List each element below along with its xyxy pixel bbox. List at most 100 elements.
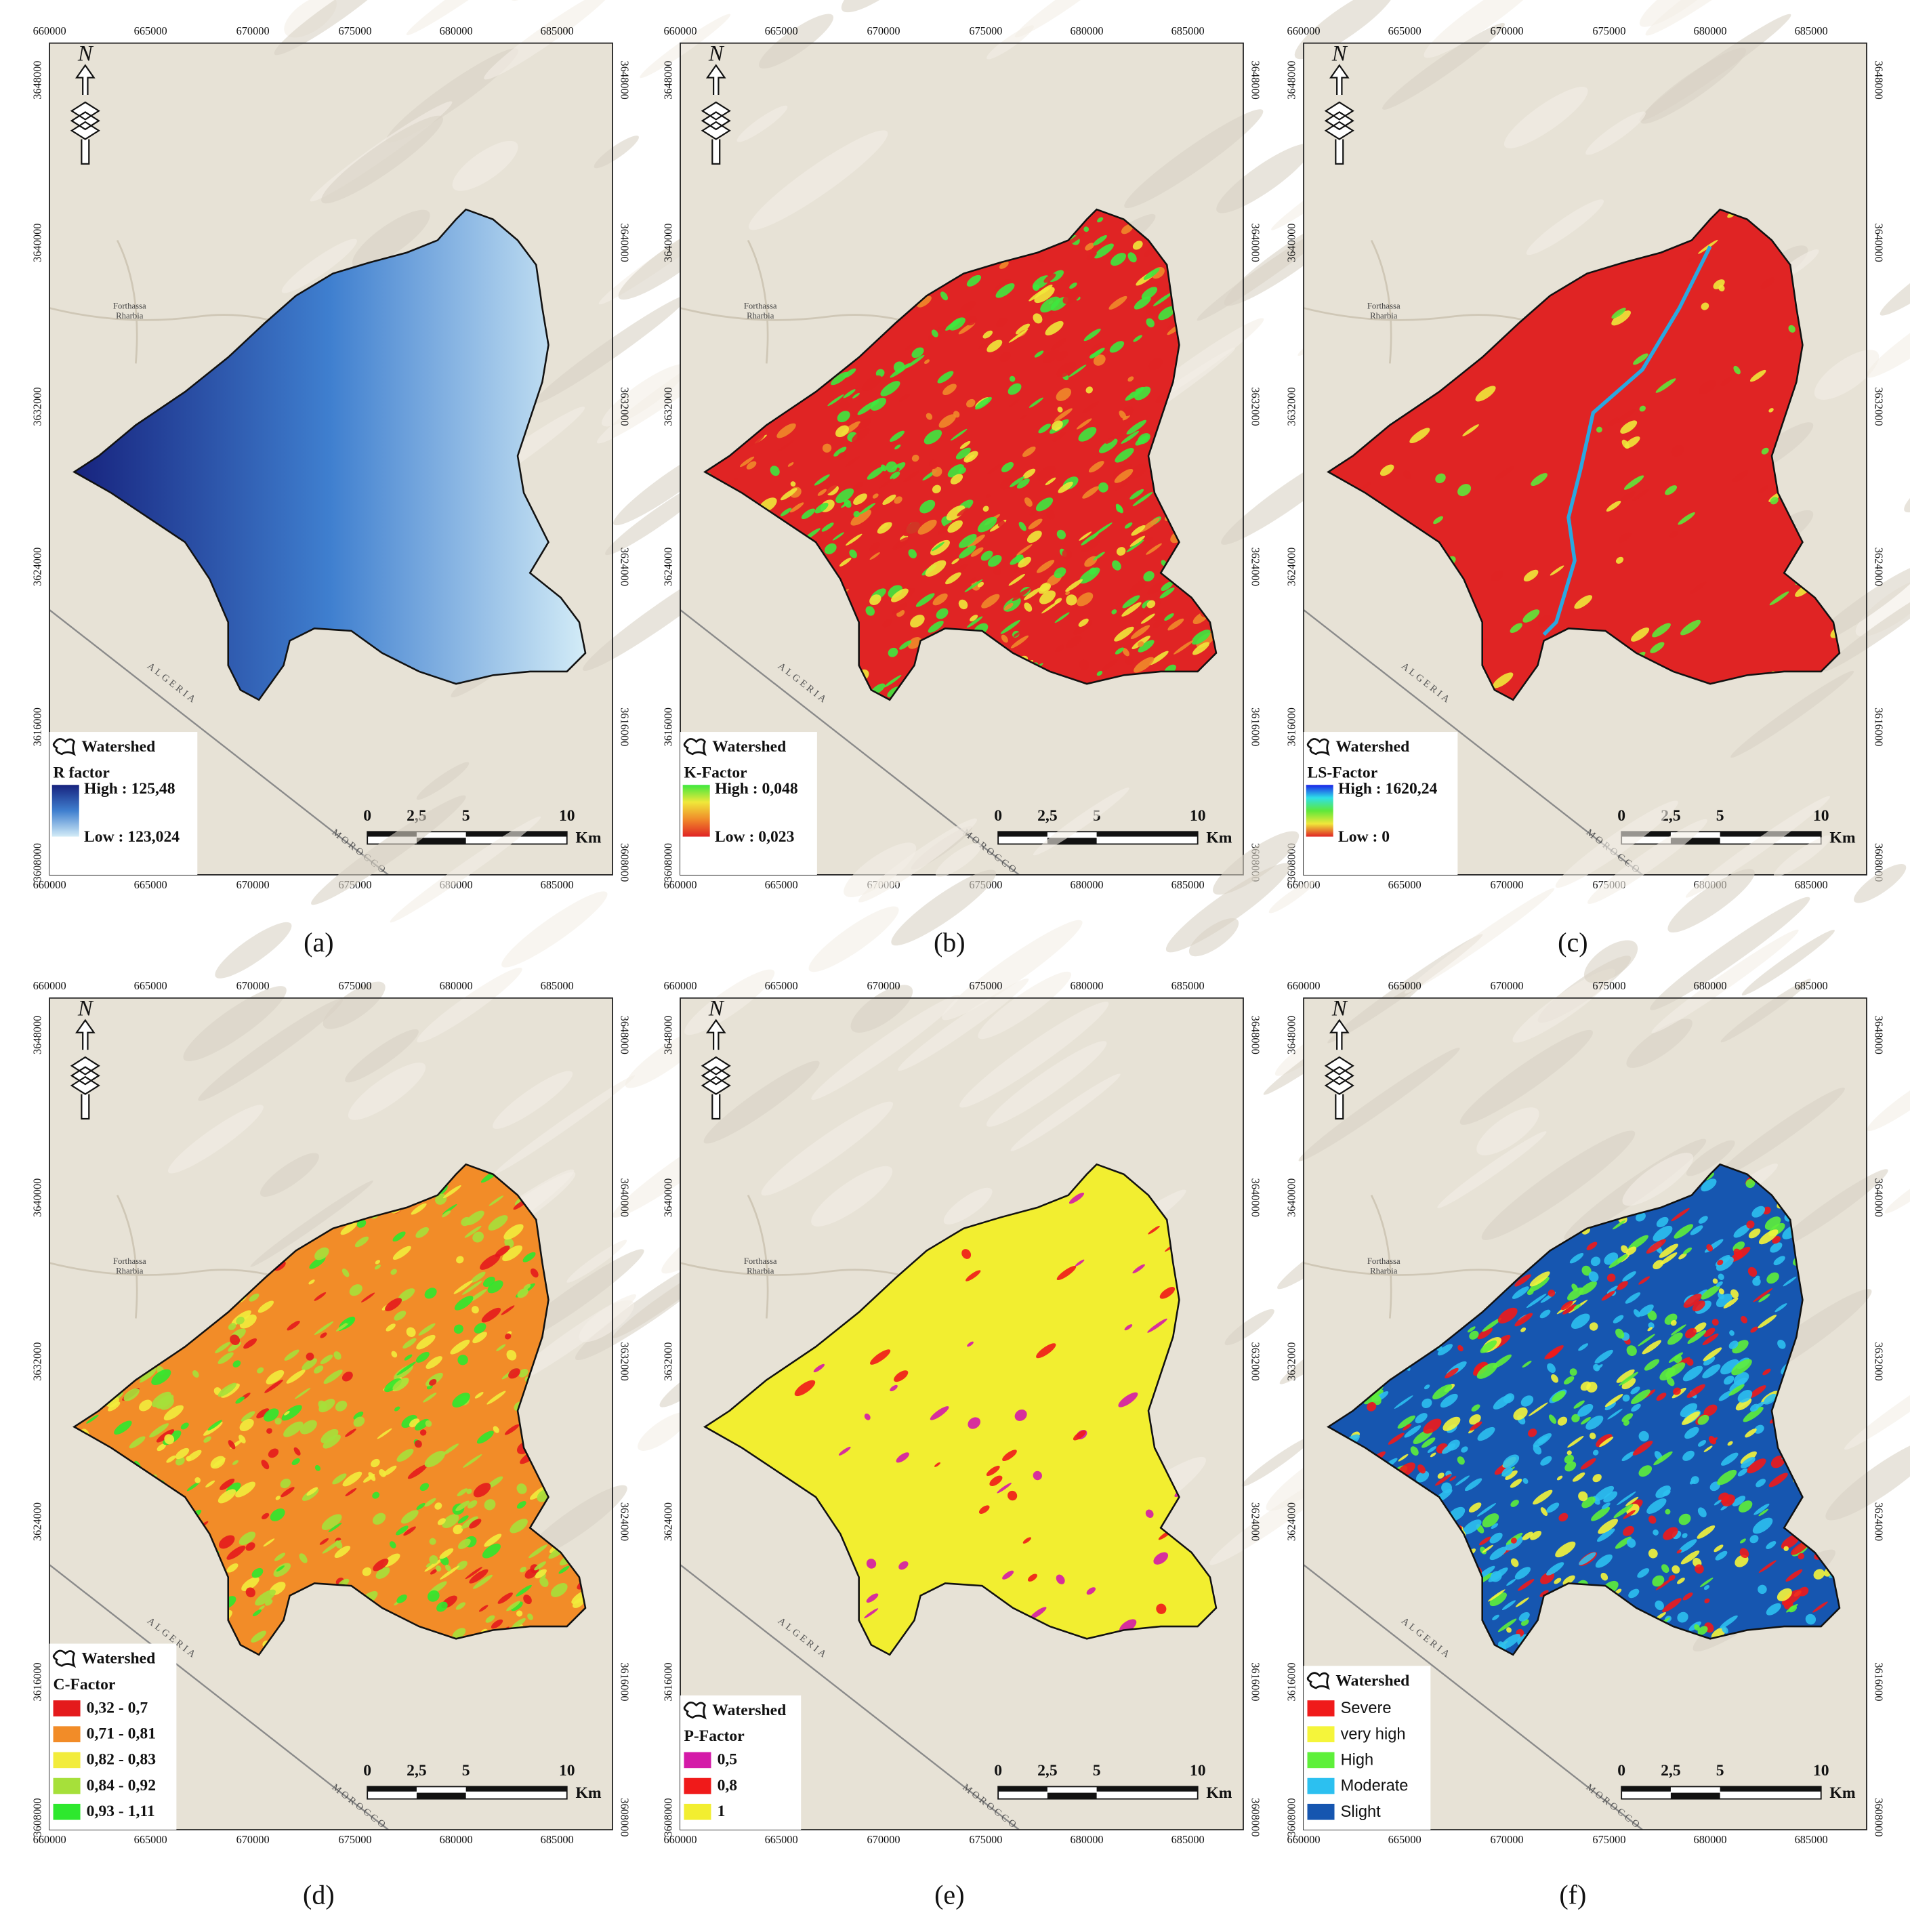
class-patch xyxy=(1024,497,1033,507)
class-patch xyxy=(1636,1212,1646,1222)
y-tick-label: 3624000 xyxy=(1249,548,1262,586)
class-patch xyxy=(1764,1216,1781,1230)
y-tick-label: 3624000 xyxy=(619,548,631,586)
class-patch xyxy=(1085,243,1094,251)
y-tick-label: 3624000 xyxy=(619,1502,631,1541)
class-patch xyxy=(266,1370,285,1384)
scale-label: 10 xyxy=(1190,807,1206,825)
class-patch xyxy=(442,1210,451,1218)
relief xyxy=(1645,0,1807,36)
class-patch xyxy=(210,1456,226,1469)
class-patch xyxy=(925,560,947,577)
class-patch xyxy=(1029,287,1049,302)
class-patch xyxy=(1540,1507,1548,1516)
scale-label: 0 xyxy=(1617,1762,1625,1780)
class-patch xyxy=(506,1601,520,1611)
class-patch xyxy=(869,542,881,552)
class-patch xyxy=(511,1601,523,1611)
class-patch xyxy=(1642,1340,1662,1355)
class-patch xyxy=(1088,461,1104,473)
class-patch xyxy=(898,393,911,402)
class-patch xyxy=(1727,1441,1733,1446)
map-panel: ALGERIAMOROCCOForthassaRharbia6600006600… xyxy=(30,0,999,891)
class-patch xyxy=(186,1450,202,1462)
class-patch xyxy=(1145,1509,1154,1518)
scale-label: 10 xyxy=(1813,1762,1829,1780)
scale-bar xyxy=(465,1786,567,1792)
y-tick-label: 3616000 xyxy=(1249,707,1262,746)
class-patch xyxy=(999,352,1012,363)
class-patch xyxy=(439,1548,454,1559)
class-patch xyxy=(1115,647,1124,655)
class-patch xyxy=(335,1400,348,1412)
class-patch xyxy=(1749,1535,1759,1544)
x-tick-label: 675000 xyxy=(338,24,371,37)
class-patch xyxy=(508,1368,520,1379)
scale-label: 0 xyxy=(363,1762,371,1780)
class-patch xyxy=(1607,1408,1623,1420)
class-patch xyxy=(1105,436,1116,444)
class-patch xyxy=(1073,620,1093,635)
class-patch xyxy=(917,295,932,308)
y-tick-label: 3640000 xyxy=(1285,1178,1297,1217)
watershed-fill xyxy=(705,1164,1216,1655)
y-tick-label: 3640000 xyxy=(1873,1178,1886,1217)
relief xyxy=(844,842,917,898)
class-patch xyxy=(175,1447,190,1460)
legend-swatch xyxy=(684,1803,711,1820)
class-patch xyxy=(1471,1404,1480,1412)
class-patch xyxy=(947,564,968,579)
class-patch xyxy=(1394,1395,1413,1409)
class-patch xyxy=(891,588,909,602)
y-tick-label: 3648000 xyxy=(1285,1016,1297,1054)
x-tick-label: 685000 xyxy=(1171,979,1205,992)
class-patch xyxy=(464,1225,482,1238)
watershed-icon xyxy=(1306,738,1331,756)
relief xyxy=(1241,1436,1313,1487)
relief xyxy=(452,140,518,191)
x-tick-label: 665000 xyxy=(765,1833,798,1846)
legend-swatch xyxy=(1307,1803,1335,1820)
relief xyxy=(638,1412,689,1451)
class-patch xyxy=(262,1513,270,1520)
class-patch xyxy=(1672,1565,1680,1574)
class-patch xyxy=(1065,231,1086,246)
y-tick-label: 3648000 xyxy=(661,1016,674,1054)
class-patch xyxy=(314,1365,324,1374)
class-patch xyxy=(1148,357,1163,371)
class-patch xyxy=(1686,1358,1694,1366)
class-patch xyxy=(1056,1265,1077,1281)
x-tick-label: 670000 xyxy=(1491,878,1524,891)
class-patch xyxy=(1156,1603,1167,1614)
class-patch xyxy=(334,1546,351,1559)
class-patch xyxy=(849,549,857,558)
legend-label: 0,32 - 0,7 xyxy=(87,1699,148,1717)
y-tick-label: 3616000 xyxy=(1873,707,1886,746)
class-patch xyxy=(1497,1307,1518,1323)
relief xyxy=(811,995,960,1101)
relief xyxy=(1585,111,1646,155)
class-patch xyxy=(1732,1340,1749,1354)
y-tick-label: 3624000 xyxy=(1285,548,1297,586)
class-patch xyxy=(1464,1478,1482,1492)
class-patch xyxy=(1001,634,1008,643)
class-patch xyxy=(1596,1528,1615,1542)
x-tick-label: 685000 xyxy=(1795,878,1828,891)
class-patch xyxy=(1713,279,1725,289)
class-patch xyxy=(274,1418,282,1425)
class-patch xyxy=(386,1323,396,1332)
north-arrow xyxy=(1324,1019,1354,1120)
class-patch xyxy=(394,1406,400,1412)
class-patch xyxy=(964,579,983,592)
class-patch xyxy=(1600,1572,1608,1581)
class-patch xyxy=(345,1487,357,1497)
class-patch xyxy=(1457,1344,1463,1352)
class-patch xyxy=(1739,1538,1746,1544)
watershed-outline xyxy=(72,208,587,701)
class-patch xyxy=(1093,522,1113,537)
class-patch xyxy=(813,1363,825,1373)
class-patch xyxy=(341,1372,353,1382)
class-patch xyxy=(1695,1564,1704,1574)
class-patch xyxy=(469,1519,482,1529)
x-tick-label: 685000 xyxy=(1795,1833,1828,1846)
